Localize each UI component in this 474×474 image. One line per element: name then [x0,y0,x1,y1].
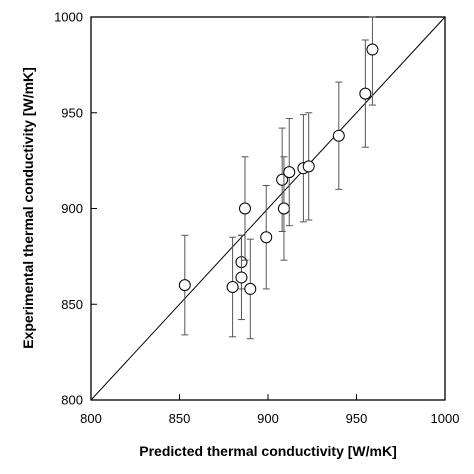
data-point [366,16,379,106]
data-marker [235,271,248,284]
data-point [332,81,345,190]
data-marker [260,231,273,244]
data-point [359,39,372,148]
data-marker [366,43,379,56]
data-marker [277,202,290,215]
data-point [283,117,296,227]
x-tick-label: 900 [257,411,279,426]
data-point [302,112,315,221]
tick-marks [90,16,446,401]
data-point [260,185,273,290]
data-point [235,234,248,321]
data-marker [283,166,296,179]
data-point [178,234,191,336]
data-point [226,236,239,338]
y-tick-label: 850 [61,297,83,312]
data-marker [226,281,239,294]
data-marker [359,87,372,100]
data-point [276,127,289,232]
x-tick-label: 950 [346,411,368,426]
data-point [244,238,257,340]
x-axis-title: Predicted thermal conductivity [W/mK] [139,443,396,459]
data-marker [238,202,251,215]
data-marker [244,282,257,295]
data-marker [178,279,191,292]
data-points [178,16,379,340]
data-marker [276,173,289,186]
tick-labels: 800 850 900 950 1000 800 850 900 950 1000 [54,10,459,427]
data-point [238,156,251,261]
y-tick-label: 800 [61,393,83,408]
identity-line [90,16,446,401]
y-axis-title: Experimental thermal conductivity [W/mK] [20,67,36,349]
y-tick-label: 900 [61,201,83,216]
y-tick-label: 1000 [54,10,83,25]
x-tick-label: 1000 [431,411,460,426]
x-tick-label: 800 [80,411,102,426]
x-tick-label: 850 [169,411,191,426]
y-tick-label: 950 [61,105,83,120]
data-marker [302,160,315,173]
data-marker [332,129,345,142]
